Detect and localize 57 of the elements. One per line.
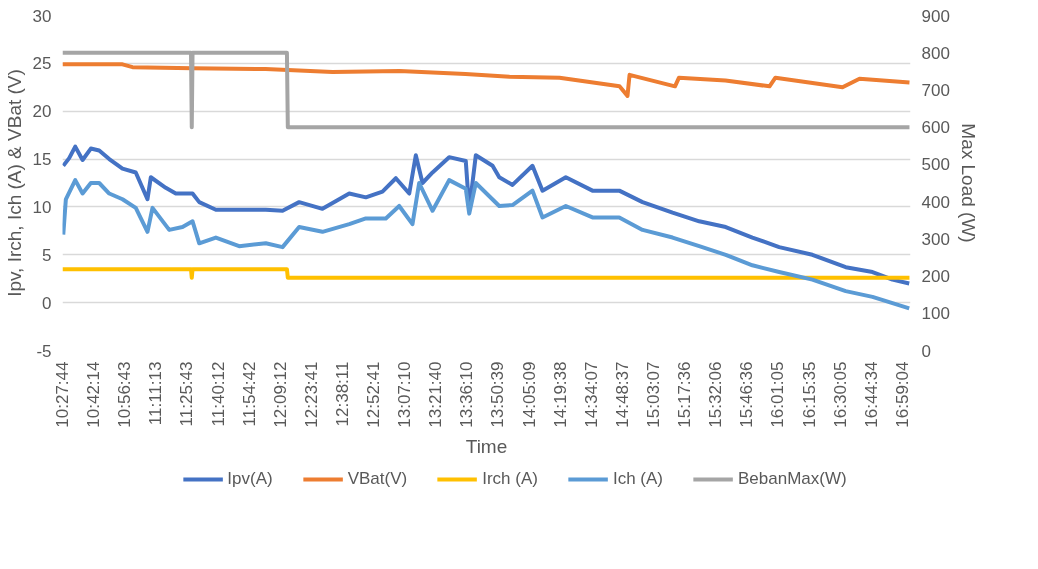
y-tick-label: 5 [42, 245, 52, 265]
y2-tick-label: 600 [921, 118, 950, 138]
y-tick-label: 25 [32, 54, 52, 74]
y-tick-label: -5 [36, 341, 52, 361]
y2-tick-label: 300 [921, 229, 950, 249]
y2-tick-label: 900 [921, 6, 950, 26]
x-tick-label: 16:44:34 [861, 361, 881, 428]
x-tick-label: 11:54:42 [239, 361, 259, 427]
line-series [62, 144, 911, 286]
line-series [62, 178, 911, 311]
x-tick-label: 16:30:05 [830, 361, 850, 428]
x-tick-label: 14:19:38 [550, 361, 570, 428]
y2-tick-label: 700 [921, 80, 950, 100]
x-tick-label: 13:50:39 [488, 361, 508, 428]
x-tick-label: 14:48:37 [612, 361, 632, 428]
legend-label: BebanMax(W) [738, 469, 847, 489]
x-tick-label: 15:03:07 [643, 361, 663, 428]
x-tick-label: 15:17:36 [675, 361, 695, 428]
x-tick-label: 16:15:35 [799, 361, 819, 428]
y2-tick-label: 200 [921, 267, 950, 287]
x-tick-label: 13:36:10 [457, 361, 477, 428]
x-tick-label: 10:42:14 [84, 361, 104, 428]
x-tick-label: 15:32:06 [706, 361, 726, 428]
y-axis-title: Ipv, Irch, Ich (A) & VBat (V) [3, 69, 25, 297]
y-tick-label: 15 [32, 150, 52, 170]
y2-axis-title: Max Load (W) [957, 123, 979, 243]
x-tick-label: 13:21:40 [426, 361, 446, 428]
y-tick-label: 0 [42, 293, 52, 313]
x-tick-label: 10:56:43 [115, 361, 135, 428]
x-tick-label: 10:27:44 [53, 361, 73, 428]
legend-label: VBat(V) [347, 469, 408, 489]
y2-tick-label: 100 [921, 304, 950, 324]
x-tick-label: 12:23:41 [301, 361, 321, 428]
x-tick-label: 12:38:11 [332, 361, 352, 427]
y2-tick-label: 400 [921, 192, 950, 212]
y-tick-label: 20 [32, 102, 52, 122]
y2-tick-label: 800 [921, 43, 950, 63]
legend-label: Irch (A) [482, 469, 538, 489]
y-tick-label: 10 [32, 197, 52, 217]
x-tick-label: 11:25:43 [177, 361, 197, 427]
x-axis-title: Time [465, 435, 508, 457]
x-tick-label: 14:34:07 [581, 361, 601, 428]
x-tick-label: 16:01:05 [768, 361, 788, 428]
x-tick-label: 14:05:09 [519, 361, 539, 428]
x-tick-label: 16:59:04 [892, 361, 912, 428]
x-tick-label: 12:09:12 [270, 361, 290, 428]
y2-tick-label: 500 [921, 155, 950, 175]
x-tick-label: 15:46:36 [737, 361, 757, 428]
legend-label: Ipv(A) [227, 469, 273, 489]
x-tick-label: 11:11:13 [146, 361, 166, 426]
y-tick-label: 30 [32, 6, 52, 26]
x-tick-label: 12:52:41 [364, 361, 384, 428]
x-tick-label: 13:07:10 [395, 361, 415, 428]
line-series [62, 62, 911, 98]
y2-tick-label: 0 [921, 341, 931, 361]
x-tick-label: 11:40:12 [208, 361, 228, 427]
legend-label: Ich (A) [612, 469, 664, 489]
